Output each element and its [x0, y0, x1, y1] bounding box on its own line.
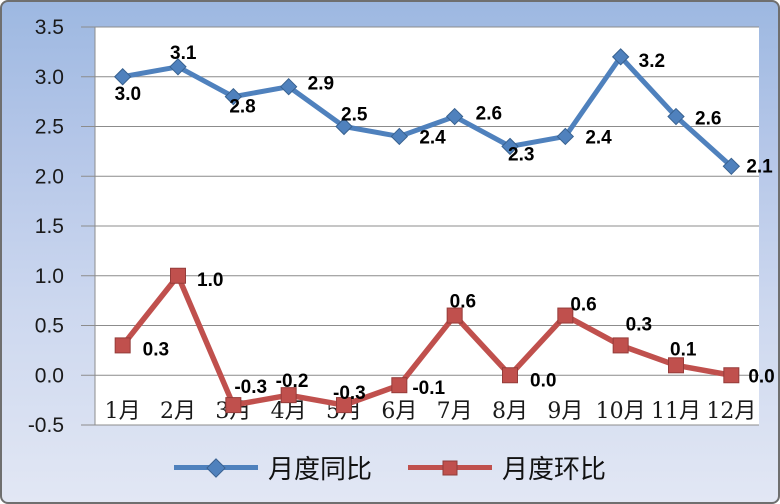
data-point-square — [446, 307, 463, 324]
data-label: 3.2 — [639, 51, 665, 72]
x-axis-label: 10月 — [596, 399, 646, 424]
diamond-marker-icon — [206, 457, 226, 478]
legend-label: 月度环比 — [502, 455, 607, 485]
x-axis-label: 4月 — [271, 399, 307, 424]
y-tick-label: -0.5 — [28, 414, 64, 437]
data-point-diamond — [169, 58, 187, 76]
data-label: 0.3 — [626, 314, 652, 335]
data-label: 2.4 — [419, 127, 446, 148]
legend: 月度同比 月度环比 — [2, 449, 778, 486]
data-label: 0.6 — [570, 295, 596, 316]
data-label: 2.5 — [341, 105, 368, 126]
x-axis-label: 9月 — [547, 399, 583, 424]
data-point-square — [391, 377, 408, 394]
data-point-diamond — [335, 117, 353, 136]
data-point-square — [280, 387, 297, 404]
data-point-diamond — [667, 107, 685, 126]
y-tick-label: 1.5 — [35, 215, 64, 238]
y-tick-label: 2.5 — [35, 116, 64, 139]
x-axis-label: 7月 — [437, 399, 473, 424]
legend-item-yoy: 月度同比 — [173, 449, 372, 486]
x-axis-label: 1月 — [105, 399, 141, 424]
data-label: 2.4 — [585, 127, 612, 148]
data-label: 2.6 — [476, 104, 502, 125]
data-label: 2.8 — [229, 97, 255, 118]
data-point-diamond — [279, 77, 298, 96]
data-point-square — [170, 267, 186, 284]
data-label: 0.6 — [450, 292, 476, 313]
data-point-square — [336, 397, 352, 414]
legend-item-mom: 月度环比 — [408, 449, 606, 486]
data-label: -0.2 — [276, 371, 309, 392]
data-point-square — [114, 337, 131, 354]
square-marker-icon — [442, 460, 458, 475]
y-tick-label: 0.5 — [35, 315, 64, 338]
data-point-diamond — [556, 127, 575, 146]
data-point-diamond — [390, 127, 409, 146]
data-point-square — [723, 367, 740, 384]
data-label: 2.1 — [746, 156, 773, 177]
y-tick-label: 0.0 — [35, 364, 64, 387]
x-axis-label: 8月 — [492, 399, 528, 424]
y-tick-label: 3.0 — [35, 66, 64, 89]
data-label: -0.3 — [234, 377, 267, 398]
data-point-diamond — [501, 137, 519, 156]
y-tick-label: 2.0 — [35, 165, 64, 188]
data-label: 3.1 — [170, 43, 197, 64]
data-point-square — [502, 367, 518, 384]
line-marker-icon — [173, 457, 258, 478]
data-point-diamond — [722, 157, 741, 176]
y-tick-label: 3.5 — [35, 16, 64, 39]
data-label: 0.0 — [530, 370, 556, 391]
data-label: 2.6 — [695, 109, 721, 130]
line-marker-icon — [408, 460, 492, 475]
data-label: 1.0 — [197, 270, 223, 291]
data-point-square — [225, 397, 242, 414]
data-point-square — [612, 337, 629, 354]
data-label: -0.1 — [412, 378, 445, 399]
data-label: 3.0 — [115, 84, 141, 105]
y-tick-label: 1.0 — [35, 265, 64, 288]
data-point-diamond — [611, 48, 630, 66]
data-label: 0.1 — [670, 339, 697, 360]
data-point-diamond — [445, 107, 464, 126]
x-axis-label: 2月 — [160, 399, 196, 424]
legend-label: 月度同比 — [267, 455, 372, 485]
data-label: -0.3 — [333, 383, 366, 404]
data-point-square — [557, 307, 574, 324]
x-axis-label: 6月 — [381, 399, 417, 424]
data-point-diamond — [113, 68, 132, 86]
x-axis-label: 11月 — [651, 399, 701, 424]
data-label: 2.9 — [308, 74, 334, 95]
data-point-square — [668, 357, 684, 374]
series-line-mom — [119, 273, 735, 408]
data-point-diamond — [224, 87, 243, 106]
series-line-yoy — [120, 54, 734, 169]
data-label: 0.3 — [143, 339, 169, 360]
data-label: 2.3 — [508, 144, 534, 165]
data-label: 0.0 — [748, 366, 774, 387]
x-axis-label: 12月 — [706, 399, 756, 424]
